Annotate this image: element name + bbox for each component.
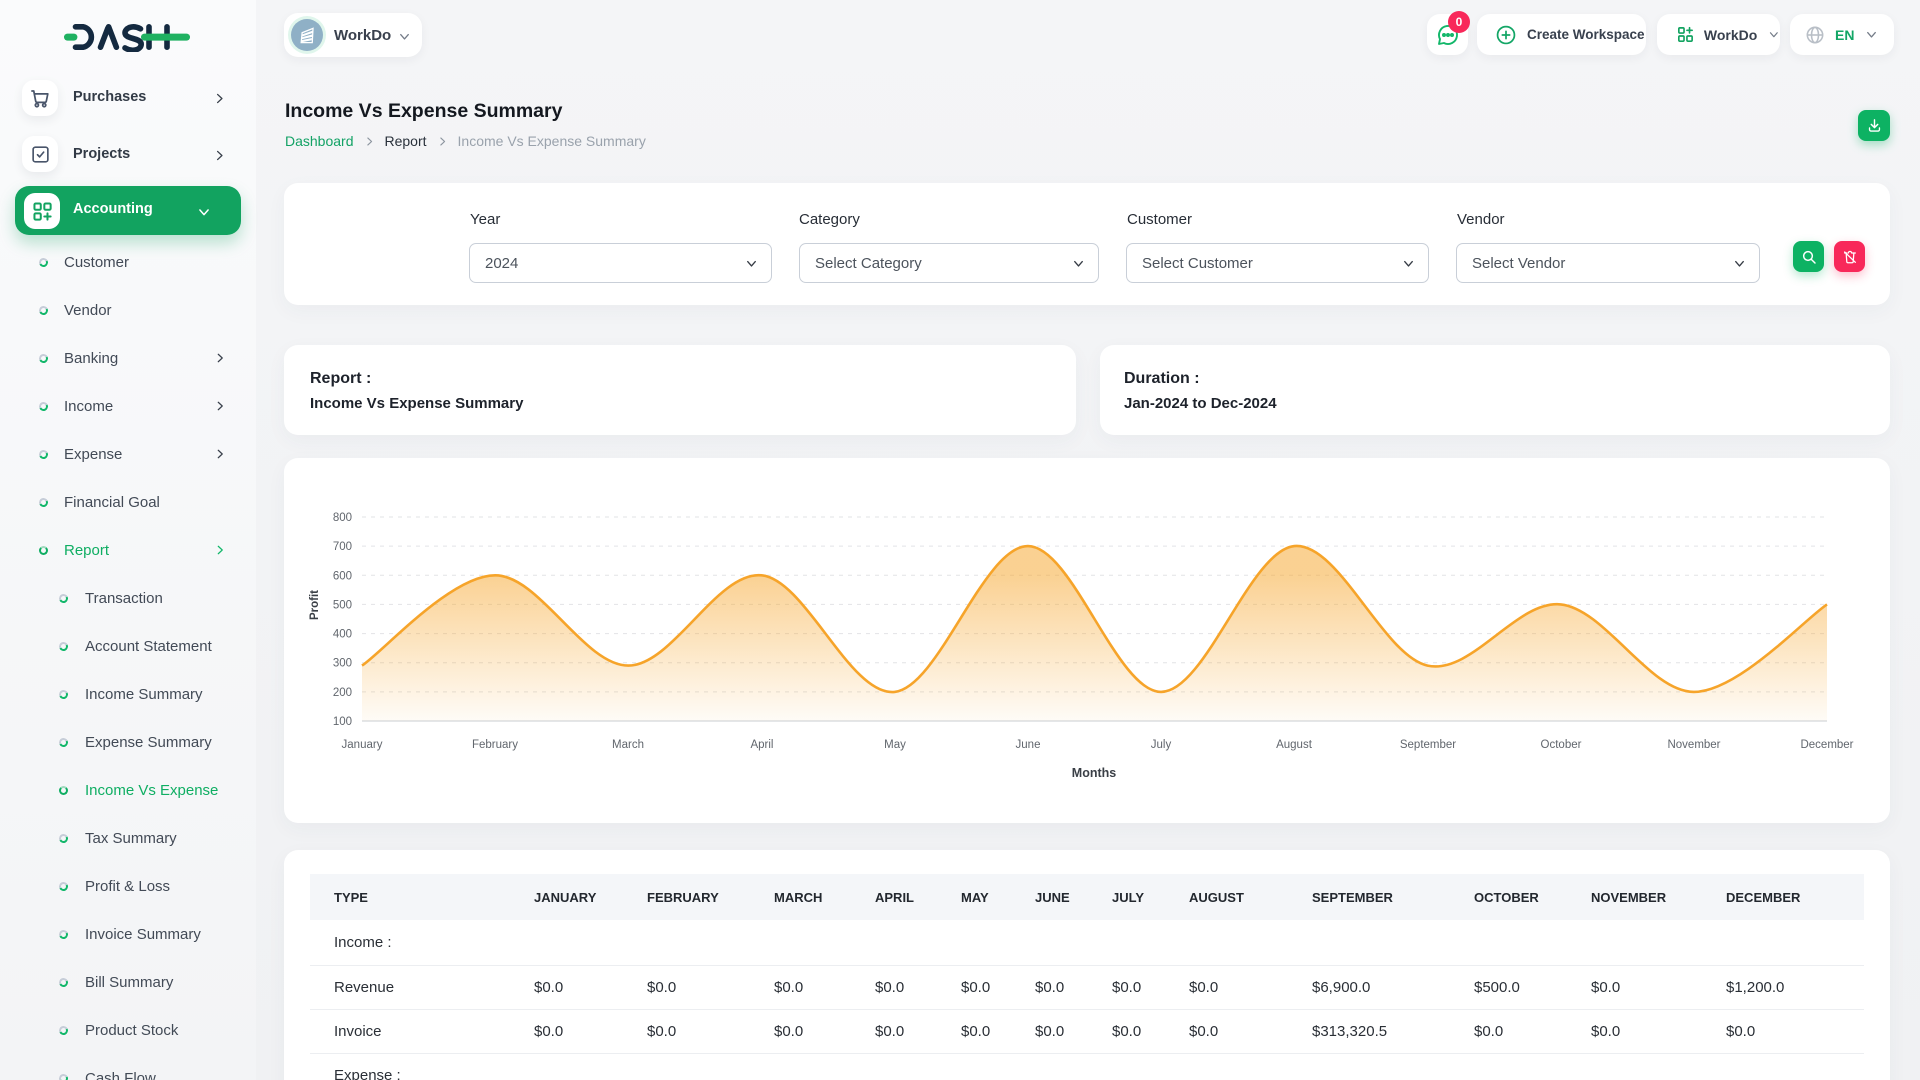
svg-text:800: 800 — [333, 512, 352, 524]
svg-text:December: December — [1800, 739, 1853, 751]
svg-text:July: July — [1151, 739, 1172, 751]
svg-text:March: March — [612, 739, 644, 751]
svg-text:January: January — [342, 739, 383, 751]
svg-text:August: August — [1276, 739, 1313, 751]
svg-text:100: 100 — [333, 716, 352, 728]
svg-text:April: April — [750, 739, 773, 751]
svg-text:700: 700 — [333, 541, 352, 553]
svg-text:Months: Months — [1072, 766, 1116, 780]
svg-text:Profit: Profit — [309, 590, 321, 620]
svg-text:600: 600 — [333, 570, 352, 582]
svg-text:May: May — [884, 739, 906, 751]
svg-text:400: 400 — [333, 629, 352, 641]
svg-text:June: June — [1016, 739, 1041, 751]
svg-text:September: September — [1400, 739, 1456, 751]
svg-text:February: February — [472, 739, 518, 751]
svg-text:300: 300 — [333, 658, 352, 670]
svg-text:November: November — [1667, 739, 1720, 751]
svg-text:October: October — [1541, 739, 1582, 751]
svg-text:500: 500 — [333, 599, 352, 611]
svg-text:200: 200 — [333, 687, 352, 699]
